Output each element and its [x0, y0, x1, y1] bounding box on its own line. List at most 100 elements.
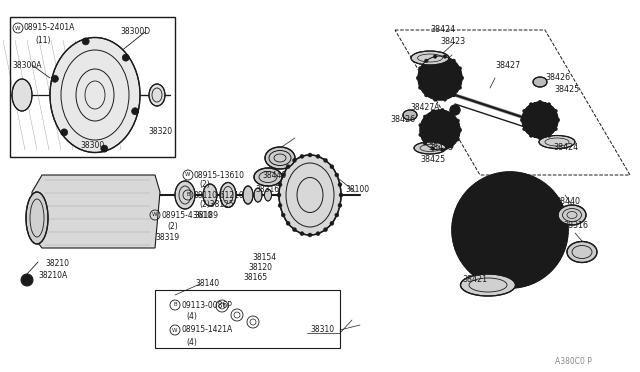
- Circle shape: [538, 136, 542, 140]
- Circle shape: [458, 86, 461, 89]
- Circle shape: [101, 145, 108, 152]
- Circle shape: [529, 103, 532, 106]
- Circle shape: [505, 269, 513, 277]
- Circle shape: [338, 203, 342, 207]
- Ellipse shape: [254, 168, 282, 186]
- Circle shape: [449, 145, 453, 148]
- Ellipse shape: [220, 183, 236, 208]
- Text: 38421: 38421: [462, 276, 487, 285]
- Circle shape: [335, 213, 339, 217]
- Circle shape: [520, 118, 524, 122]
- Circle shape: [300, 232, 304, 235]
- Circle shape: [529, 134, 532, 137]
- Circle shape: [547, 103, 551, 106]
- Text: 38425: 38425: [420, 155, 445, 164]
- Bar: [10, 17, 175, 157]
- Text: 38424: 38424: [430, 26, 455, 35]
- Text: 38425: 38425: [554, 86, 579, 94]
- Circle shape: [532, 260, 541, 267]
- Circle shape: [433, 97, 437, 101]
- Circle shape: [458, 128, 462, 132]
- Text: 08915-13610: 08915-13610: [194, 170, 245, 180]
- Circle shape: [440, 148, 444, 152]
- Circle shape: [554, 127, 557, 131]
- Circle shape: [522, 186, 530, 194]
- Text: (2): (2): [167, 221, 178, 231]
- Text: 38102: 38102: [528, 190, 553, 199]
- Ellipse shape: [414, 142, 446, 154]
- Circle shape: [316, 232, 320, 235]
- Circle shape: [460, 76, 464, 80]
- Circle shape: [450, 105, 460, 115]
- Text: 38423: 38423: [440, 38, 465, 46]
- Text: (11): (11): [35, 35, 51, 45]
- Text: 38300: 38300: [80, 141, 104, 150]
- Circle shape: [292, 158, 296, 162]
- Ellipse shape: [254, 188, 262, 202]
- Circle shape: [492, 185, 500, 193]
- Ellipse shape: [264, 189, 271, 201]
- Circle shape: [281, 213, 285, 217]
- Circle shape: [499, 254, 503, 259]
- Text: (4): (4): [186, 337, 197, 346]
- Circle shape: [556, 118, 560, 122]
- Text: 09113-0086P: 09113-0086P: [181, 301, 232, 310]
- Circle shape: [308, 233, 312, 237]
- Ellipse shape: [279, 155, 341, 235]
- Text: W: W: [152, 212, 157, 218]
- Circle shape: [443, 55, 447, 58]
- Circle shape: [51, 75, 58, 82]
- Circle shape: [480, 228, 484, 232]
- Circle shape: [463, 232, 472, 240]
- Circle shape: [554, 109, 557, 113]
- Circle shape: [308, 153, 312, 157]
- Circle shape: [431, 147, 435, 151]
- Text: 38316: 38316: [255, 186, 279, 195]
- Circle shape: [531, 212, 534, 215]
- Text: 38140: 38140: [195, 279, 219, 288]
- Circle shape: [21, 274, 33, 286]
- Circle shape: [449, 112, 453, 115]
- Text: 38426: 38426: [390, 115, 415, 125]
- Polygon shape: [32, 175, 160, 248]
- Circle shape: [424, 59, 428, 62]
- Ellipse shape: [203, 184, 217, 206]
- Ellipse shape: [243, 186, 253, 204]
- Circle shape: [443, 97, 447, 101]
- Circle shape: [278, 203, 282, 207]
- Circle shape: [286, 165, 290, 169]
- Text: 38300D: 38300D: [120, 28, 150, 36]
- Text: 38165: 38165: [243, 273, 267, 282]
- Circle shape: [423, 141, 427, 145]
- Text: 38320: 38320: [148, 128, 172, 137]
- Ellipse shape: [26, 192, 48, 244]
- Circle shape: [61, 129, 68, 136]
- Text: A380C0 P: A380C0 P: [555, 357, 592, 366]
- Ellipse shape: [149, 84, 165, 106]
- Circle shape: [499, 201, 503, 205]
- Circle shape: [419, 67, 422, 70]
- Circle shape: [431, 109, 435, 113]
- Circle shape: [416, 76, 420, 80]
- Circle shape: [452, 172, 568, 288]
- Text: 38300A: 38300A: [12, 61, 42, 70]
- Circle shape: [547, 134, 551, 137]
- Text: (2)38125: (2)38125: [199, 201, 234, 209]
- Circle shape: [516, 201, 521, 205]
- Circle shape: [548, 234, 556, 243]
- Circle shape: [300, 154, 304, 158]
- Text: 08915-43610: 08915-43610: [162, 211, 213, 219]
- Circle shape: [278, 183, 282, 187]
- Text: 08915-1421A: 08915-1421A: [181, 326, 232, 334]
- Circle shape: [419, 124, 422, 127]
- Circle shape: [330, 221, 334, 225]
- Circle shape: [485, 212, 490, 215]
- Circle shape: [531, 244, 534, 248]
- Circle shape: [492, 205, 495, 209]
- Text: 38310: 38310: [310, 326, 334, 334]
- Circle shape: [316, 154, 320, 158]
- Circle shape: [508, 200, 512, 204]
- Ellipse shape: [403, 110, 417, 120]
- Circle shape: [544, 205, 552, 214]
- Text: 38316: 38316: [563, 221, 588, 231]
